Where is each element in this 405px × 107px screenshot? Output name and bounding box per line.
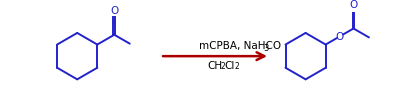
Text: O: O bbox=[110, 6, 118, 16]
Text: O: O bbox=[335, 32, 343, 42]
Text: CH: CH bbox=[207, 61, 222, 71]
Text: O: O bbox=[349, 0, 357, 10]
Text: 2: 2 bbox=[220, 62, 225, 71]
Text: Cl: Cl bbox=[224, 61, 234, 71]
Text: 3: 3 bbox=[263, 44, 269, 53]
Text: mCPBA, NaHCO: mCPBA, NaHCO bbox=[198, 41, 280, 51]
Text: 2: 2 bbox=[234, 62, 239, 71]
